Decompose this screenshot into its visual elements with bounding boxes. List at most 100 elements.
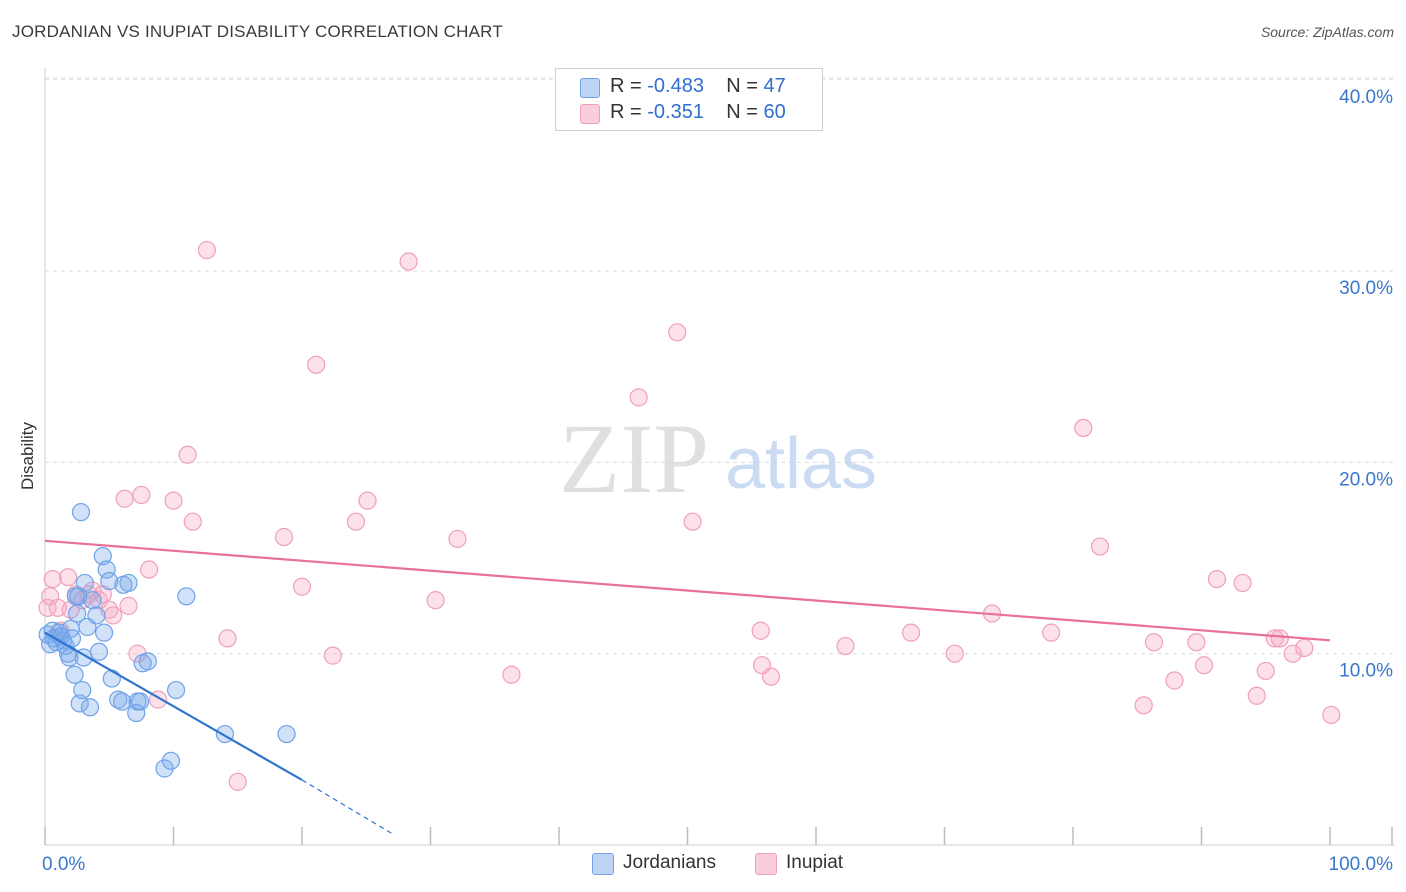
- legend-r-value: -0.351: [647, 101, 704, 123]
- jordanians-point: [119, 573, 138, 593]
- inupiat-points: [38, 240, 1341, 791]
- inupiat-point: [901, 623, 921, 642]
- inupiat-point: [197, 240, 217, 260]
- jordanians-point: [65, 665, 84, 684]
- jordanians-point: [127, 703, 146, 723]
- inupiat-point: [1283, 644, 1302, 663]
- inupiat-point: [115, 489, 134, 508]
- inupiat-point: [1144, 633, 1164, 652]
- inupiat-point: [119, 596, 138, 615]
- inupiat-point: [274, 527, 294, 547]
- legend-n-value: 47: [763, 75, 786, 97]
- jordanians-point: [70, 694, 89, 713]
- inupiat-point: [292, 577, 312, 596]
- inupiat-legend-label: Inupiat: [786, 852, 844, 873]
- jordanians-point: [60, 648, 79, 667]
- inupiat-point: [164, 491, 183, 510]
- correlation-legend: R = -0.483 N = 47 R = -0.351 N = 60: [555, 68, 823, 131]
- inupiat-point: [346, 512, 366, 531]
- inupiat-point: [502, 665, 521, 684]
- axes: [44, 68, 1395, 846]
- y-tick-label: 20.0%: [1339, 469, 1393, 490]
- inupiat-point: [426, 591, 445, 610]
- inupiat-point: [399, 252, 418, 271]
- inupiat-point: [1165, 671, 1184, 690]
- source-label[interactable]: Source: ZipAtlas.com: [1260, 24, 1394, 40]
- inupiat-point: [1295, 638, 1314, 658]
- legend-r-label: R =: [610, 101, 642, 123]
- jordanians-legend-swatch: [592, 853, 614, 875]
- inupiat-point: [1042, 623, 1061, 642]
- inupiat-point: [323, 646, 342, 665]
- inupiat-point: [228, 772, 247, 791]
- inupiat-point: [945, 644, 964, 663]
- legend-r-value: -0.483: [647, 75, 704, 97]
- inupiat-point: [1194, 656, 1214, 675]
- tick-labels: 10.0% 20.0% 30.0% 40.0% 0.0% 100.0%: [42, 87, 1393, 875]
- inupiat-point: [1233, 573, 1252, 593]
- inupiat-point: [751, 621, 770, 640]
- inupiat-point: [683, 512, 702, 531]
- inupiat-legend-swatch: [755, 853, 777, 875]
- inupiat-point: [38, 598, 57, 617]
- watermark: ZIP atlas: [559, 403, 877, 514]
- inupiat-point: [629, 388, 648, 407]
- inupiat-point: [1207, 569, 1227, 589]
- jordanians-point: [93, 547, 112, 566]
- inupiat-point: [448, 529, 467, 549]
- inupiat-point: [178, 445, 197, 464]
- watermark-atlas: atlas: [725, 424, 877, 504]
- inupiat-point: [128, 644, 147, 663]
- jordanians-trend-extension: [301, 779, 393, 835]
- grid-lines: [45, 77, 1395, 655]
- inupiat-point: [1247, 686, 1266, 705]
- jordanians-point: [161, 751, 181, 770]
- jordanians-point: [97, 560, 116, 579]
- jordanians-legend-label: Jordanians: [623, 852, 716, 873]
- jordanians-point: [138, 652, 157, 671]
- inupiat-point: [139, 560, 159, 579]
- inupiat-point: [836, 636, 855, 656]
- inupiat-point: [358, 491, 377, 510]
- inupiat-point: [307, 355, 326, 374]
- inupiat-point: [1134, 696, 1153, 715]
- jordanians-point: [89, 642, 109, 661]
- y-tick-label: 10.0%: [1339, 661, 1393, 682]
- legend-r-label: R =: [610, 75, 642, 97]
- inupiat-point: [218, 629, 237, 648]
- inupiat-point: [59, 568, 78, 587]
- jordanians-points: [38, 503, 296, 778]
- jordanians-trend-line: [44, 631, 303, 781]
- jordanians-point: [71, 503, 91, 522]
- inupiat-swatch: [580, 104, 600, 124]
- watermark-zip: ZIP: [559, 403, 709, 514]
- inupiat-point: [1187, 633, 1206, 652]
- inupiat-point: [761, 667, 781, 686]
- y-tick-label: 40.0%: [1339, 87, 1393, 108]
- inupiat-point: [1265, 629, 1284, 648]
- inupiat-point: [1256, 661, 1275, 681]
- jordanians-point: [130, 692, 150, 711]
- inupiat-point: [132, 485, 151, 505]
- jordanians-point: [80, 698, 100, 717]
- inupiat-trend-line: [44, 539, 1331, 642]
- legend-n-label: N =: [726, 75, 758, 97]
- jordanians-point: [166, 680, 186, 700]
- inupiat-point: [1322, 705, 1341, 725]
- y-tick-label: 30.0%: [1339, 278, 1393, 299]
- x-tick-label: 0.0%: [42, 854, 85, 875]
- jordanians-point: [83, 591, 102, 610]
- legend-n-label: N =: [726, 101, 758, 123]
- jordanians-point: [87, 606, 106, 625]
- inupiat-point: [183, 512, 202, 531]
- chart-title: JORDANIAN VS INUPIAT DISABILITY CORRELAT…: [12, 22, 503, 41]
- jordanians-point: [75, 573, 94, 593]
- jordanians-point: [112, 692, 132, 711]
- legend-n-value: 60: [763, 101, 786, 123]
- jordanians-point: [102, 669, 121, 688]
- jordanians-point: [100, 571, 119, 591]
- jordanians-point: [95, 623, 114, 642]
- inupiat-point: [1270, 629, 1289, 648]
- inupiat-point: [1074, 418, 1093, 438]
- jordanians-swatch: [580, 78, 600, 98]
